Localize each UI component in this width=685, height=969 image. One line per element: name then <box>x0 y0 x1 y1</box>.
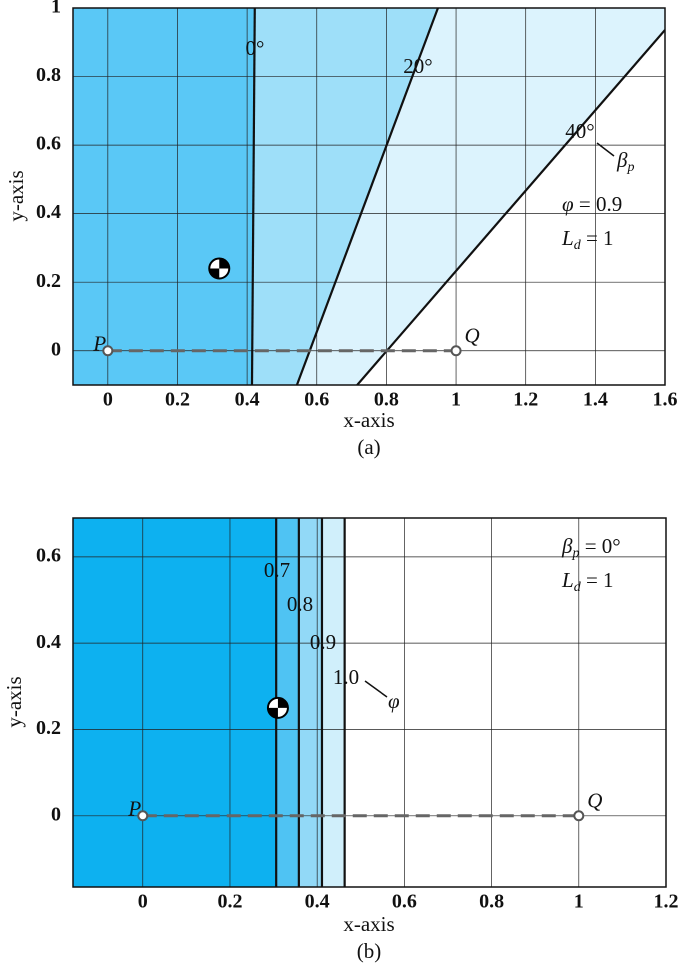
plot-frame <box>72 7 666 386</box>
annotation-main: β <box>561 534 573 558</box>
line-label: 0.9 <box>310 630 336 654</box>
cg-symbol <box>266 696 289 719</box>
x-tick-label: 1.6 <box>653 389 678 411</box>
annotation-main: φ <box>388 689 400 713</box>
x-tick-label: 0.6 <box>304 389 329 411</box>
x-axis-title: x-axis <box>343 912 394 936</box>
annotation: φ = 0.9 <box>562 192 622 216</box>
x-tick-label: 1.2 <box>513 389 538 411</box>
cg-quadrant <box>277 697 288 708</box>
point-label: P <box>127 797 141 821</box>
annotation: φ <box>388 689 400 713</box>
line-label: 0.7 <box>264 558 290 582</box>
x-tick-label: 1.2 <box>654 891 679 913</box>
line-label: 1.0 <box>333 665 359 689</box>
annotation-main: L <box>561 226 574 250</box>
x-tick-label: 0.6 <box>392 891 417 913</box>
annotation: βp <box>616 148 634 175</box>
point-marker <box>102 345 114 357</box>
y-axis-title: y-axis <box>4 170 28 221</box>
cg-quadrant <box>267 707 278 718</box>
plot-frame <box>72 517 667 888</box>
annotation-sub: d <box>574 238 582 253</box>
cg-quadrant <box>209 268 220 279</box>
annotation: βp = 0° <box>561 534 621 561</box>
x-tick-label: 0 <box>103 389 113 411</box>
line-label: 40° <box>565 119 594 143</box>
y-tick-label: 0 <box>51 338 61 360</box>
annotation-main: φ <box>562 192 574 216</box>
y-tick-label: 0.6 <box>36 544 61 566</box>
region-fill <box>73 518 277 887</box>
annotation-sub: p <box>571 546 579 561</box>
point-marker <box>137 810 149 822</box>
y-tick-label: 0.4 <box>36 631 61 653</box>
annotation-rest: = 0.9 <box>574 192 623 216</box>
y-tick-label: 0.4 <box>36 201 61 223</box>
annotation-main: β <box>616 148 628 172</box>
point-marker <box>450 345 462 357</box>
annotation: Ld = 1 <box>561 226 614 253</box>
annotation-rest: = 1 <box>581 226 614 250</box>
caption: (b) <box>357 939 382 963</box>
chart: 0 0.2 0.4 0.6 0.8 1 1.2 0 0.2 0.4 0.6 P Q <box>36 517 679 913</box>
x-tick-label: 0.8 <box>479 891 504 913</box>
boundary-line <box>356 29 665 385</box>
x-tick-label: 1 <box>574 891 584 913</box>
x-tick-label: 0.2 <box>217 891 242 913</box>
plot-area <box>73 8 665 385</box>
leader-line <box>364 680 388 698</box>
base-layer: 0 0.2 0.4 0.6 0.8 1 1.2 1.4 1.600.20.40.60.81P Q0… <box>36 0 679 913</box>
x-tick-label: 0.4 <box>305 891 330 913</box>
x-tick-label: 0.8 <box>374 389 399 411</box>
chart: 0 0.2 0.4 0.6 0.8 1 1.2 1.4 1.6 0 0.2 0.4 0.6 0.8 1 P Q <box>36 0 678 411</box>
x-tick-label: 0.4 <box>235 389 260 411</box>
annotation: Ld = 1 <box>561 568 614 595</box>
plot-area <box>73 518 666 887</box>
y-tick-label: 1 <box>51 0 61 18</box>
point-label: Q <box>464 324 479 348</box>
caption: (a) <box>357 435 380 459</box>
y-tick-label: 0 <box>51 803 61 825</box>
annotation-rest: = 1 <box>581 568 614 592</box>
leader-line <box>596 142 615 157</box>
boundary-line <box>295 8 439 385</box>
point-marker <box>573 810 585 822</box>
x-tick-label: 0.2 <box>165 389 190 411</box>
cg-symbol <box>208 257 231 280</box>
x-tick-label: 0 <box>138 891 148 913</box>
x-axis-title: x-axis <box>343 408 394 432</box>
boundary-line <box>250 8 256 385</box>
y-tick-label: 0.2 <box>36 717 61 739</box>
y-tick-label: 0.8 <box>36 64 61 86</box>
annotation-sub: p <box>626 160 634 175</box>
cg-quadrant <box>219 258 230 269</box>
line-label: 20° <box>403 54 432 78</box>
y-axis-title: y-axis <box>2 676 26 727</box>
line-label: 0.8 <box>287 592 313 616</box>
line-label: 0° <box>246 36 265 60</box>
region-fill <box>73 8 255 385</box>
y-tick-label: 0.2 <box>36 270 61 292</box>
point-label: Q <box>587 789 602 813</box>
x-tick-label: 1 <box>451 389 461 411</box>
annotation-sub: d <box>574 580 582 595</box>
annotation-main: L <box>561 568 574 592</box>
annotation-rest: = 0° <box>579 534 620 558</box>
y-tick-label: 0.6 <box>36 133 61 155</box>
point-label: P <box>92 332 106 356</box>
x-tick-label: 1.4 <box>583 389 608 411</box>
